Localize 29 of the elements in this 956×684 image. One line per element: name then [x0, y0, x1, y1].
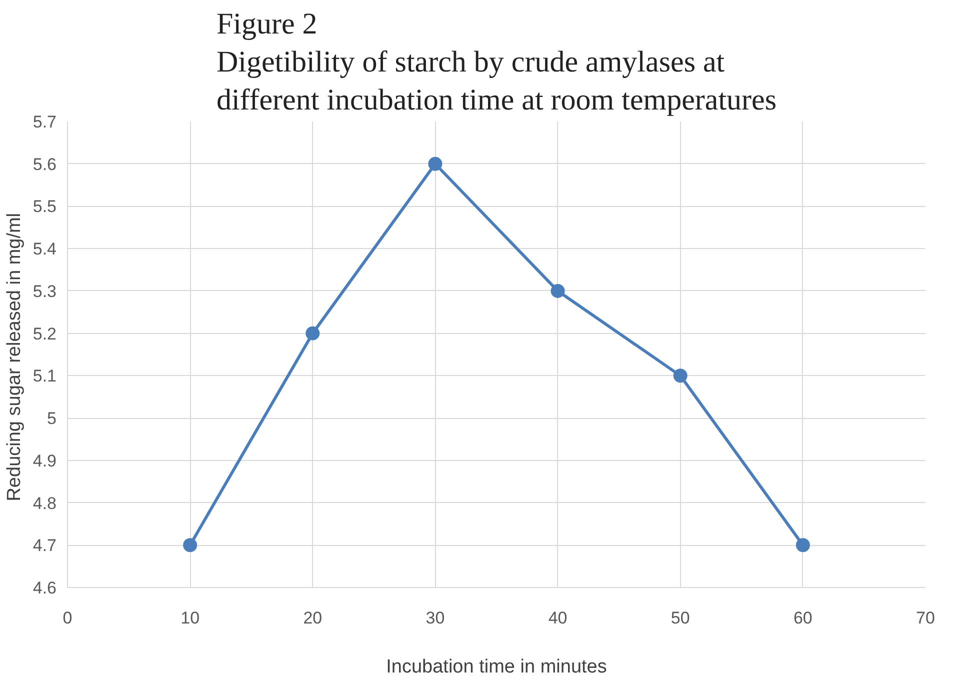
chart-title: Figure 2 Digetibility of starch by crude amylases at different incubation time at room temperatures: [216, 8, 777, 116]
y-tick-label: 4.7: [32, 536, 57, 556]
x-tick-label: 30: [426, 608, 445, 628]
point: [796, 538, 810, 552]
x-tick-label: 50: [670, 608, 690, 628]
x-tick-label: 10: [180, 608, 200, 628]
x-tick-label: 40: [548, 608, 568, 628]
y-tick-label: 4.6: [32, 578, 57, 598]
y-tick-label: 5.3: [32, 282, 57, 301]
x-tick-label: 0: [62, 608, 72, 628]
point: [428, 156, 442, 171]
point: [183, 538, 198, 552]
y-axis-title: Reducing sugar released in mg/ml: [4, 212, 25, 502]
y-tick-label: 5.5: [32, 197, 57, 216]
point: [306, 326, 320, 340]
point: [550, 284, 565, 298]
x-tick-label: 70: [916, 608, 935, 628]
x-axis-title: Incubation time in minutes: [386, 656, 607, 678]
y-tick-label: 4.8: [32, 494, 57, 513]
y-tick-label: 5: [47, 409, 57, 428]
x-tick-label: 20: [303, 608, 322, 628]
y-tick-label: 5.4: [32, 240, 57, 259]
x-tick-label: 60: [793, 608, 812, 628]
y-tick-label: 5.2: [32, 324, 57, 344]
y-tick-label: 5.6: [32, 154, 57, 174]
y-tick-label: 5.7: [32, 112, 57, 132]
y-tick-label: 4.9: [32, 451, 57, 470]
point: [673, 368, 688, 383]
y-tick-label: 5.1: [32, 366, 57, 386]
